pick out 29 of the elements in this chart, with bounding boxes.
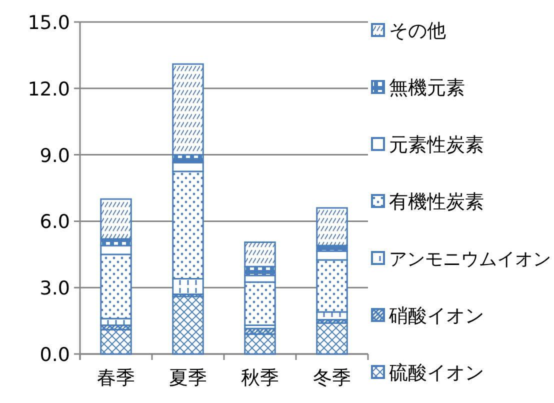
bar [100, 328, 132, 355]
legend-label: 元素性炭素 [389, 134, 484, 156]
x-tick-label: 秋季 [241, 367, 279, 389]
bar [172, 296, 204, 355]
x-tick-label: 春季 [97, 367, 135, 389]
bar [172, 278, 204, 295]
x-tick-label: 夏季 [169, 367, 207, 389]
y-tick-label: 6.0 [40, 211, 70, 234]
legend-label: その他 [389, 20, 446, 42]
bar [316, 259, 348, 313]
legend-label: 無機元素 [389, 77, 465, 99]
bar [244, 281, 276, 326]
y-tick-label: 15.0 [28, 12, 70, 34]
legend-label: 有機性炭素 [389, 191, 484, 213]
bar [244, 241, 276, 268]
bar [316, 207, 348, 246]
legend-label: 硝酸イオン [388, 305, 484, 327]
bar [100, 254, 132, 320]
y-tick-label: 9.0 [40, 144, 70, 167]
bar [100, 198, 132, 240]
bar [244, 333, 276, 355]
x-tick-label: 冬季 [313, 367, 351, 389]
bar [172, 170, 204, 280]
y-tick-label: 12.0 [28, 78, 70, 100]
legend-label: 硫酸イオン [389, 362, 484, 384]
y-tick-label: 0.0 [40, 344, 70, 366]
bar [316, 322, 348, 355]
y-tick-label: 3.0 [40, 278, 70, 300]
bar [172, 63, 204, 156]
